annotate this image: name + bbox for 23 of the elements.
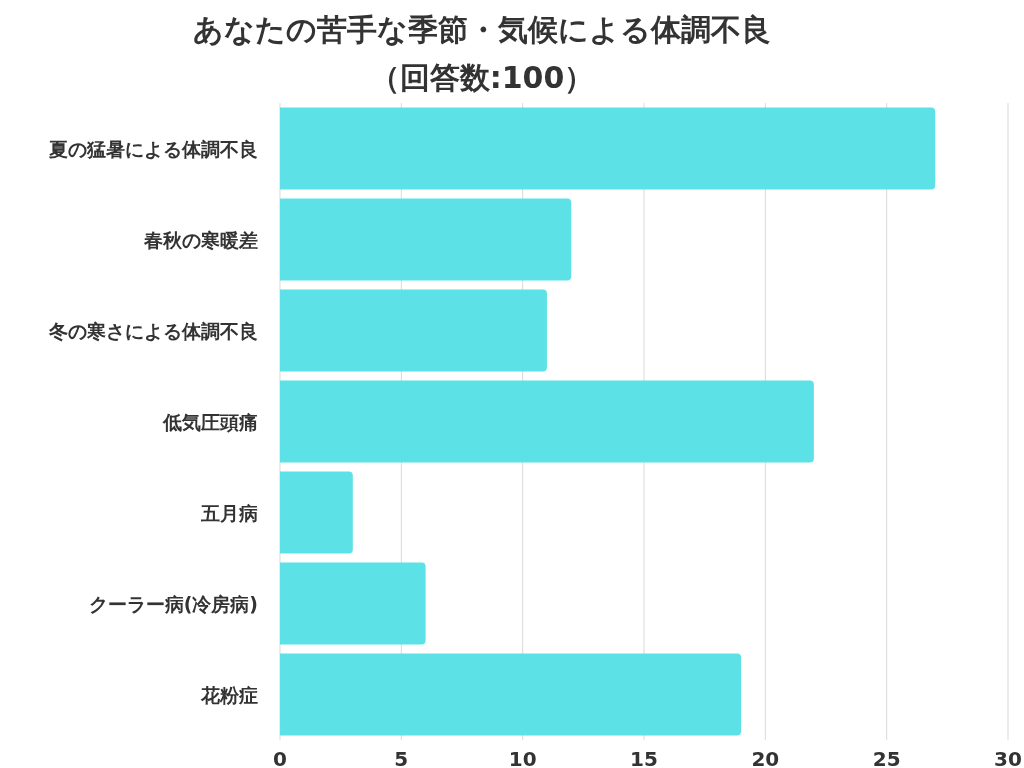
y-tick-label: クーラー病(冷房病) — [88, 592, 258, 615]
bar — [280, 562, 426, 645]
x-tick-label: 0 — [273, 747, 287, 768]
x-tick-label: 30 — [994, 747, 1022, 768]
x-tick-label: 25 — [872, 747, 901, 768]
y-tick-label: 五月病 — [200, 501, 258, 524]
x-tick-label: 5 — [394, 747, 409, 768]
y-tick-label: 夏の猛暑による体調不良 — [48, 137, 258, 160]
y-tick-label: 低気圧頭痛 — [162, 410, 258, 433]
bar — [280, 471, 353, 554]
bar — [280, 653, 742, 736]
chart-subtitle: （回答数:100） — [369, 60, 595, 95]
y-tick-label: 冬の寒さによる体調不良 — [48, 319, 258, 342]
bar — [280, 289, 547, 372]
y-tick-label: 春秋の寒暖差 — [143, 228, 258, 251]
bar — [280, 380, 814, 463]
bar — [280, 107, 936, 190]
bar — [280, 198, 572, 281]
x-tick-label: 20 — [751, 747, 780, 768]
chart-title: あなたの苦手な季節・気候による体調不良 — [193, 12, 771, 47]
x-tick-label: 10 — [508, 747, 537, 768]
y-tick-label: 花粉症 — [200, 683, 258, 706]
x-tick-label: 15 — [630, 747, 658, 768]
